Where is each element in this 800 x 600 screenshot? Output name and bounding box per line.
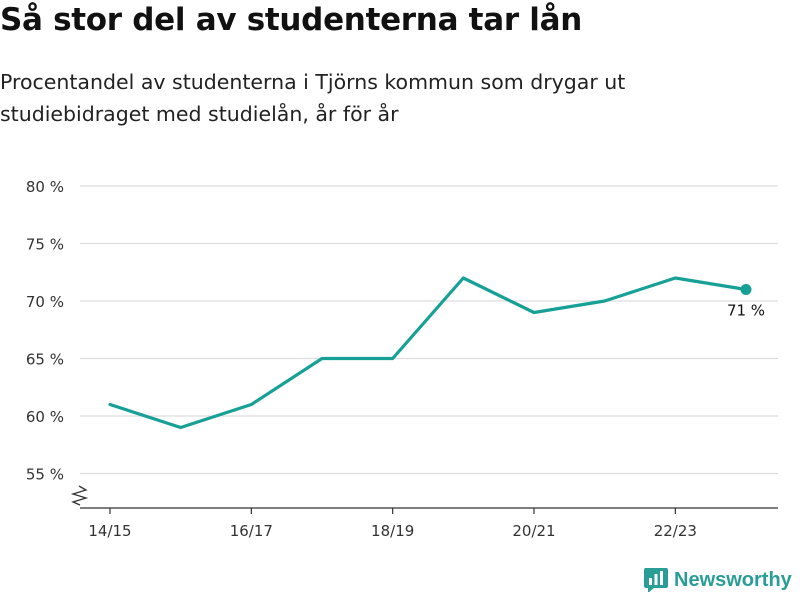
axis-break-icon <box>70 485 89 506</box>
x-tick-label: 18/19 <box>371 522 414 540</box>
y-tick-label: 75 % <box>26 236 64 254</box>
y-tick-label: 65 % <box>26 351 64 369</box>
y-tick-label: 60 % <box>26 408 64 426</box>
x-tick-label: 16/17 <box>230 522 273 540</box>
x-tick-label: 22/23 <box>654 522 697 540</box>
chart-title: Så stor del av studenterna tar lån <box>0 2 583 38</box>
series-line <box>108 276 748 430</box>
x-tick-label: 20/21 <box>512 522 555 540</box>
end-value-label: 71 % <box>727 302 765 320</box>
newsworthy-logo-icon <box>644 568 668 592</box>
x-tick-label: 14/15 <box>88 522 131 540</box>
line-chart: 55 % 60 % 65 % 70 % 75 % 80 % 14/15 16/17 18/19 2… <box>26 178 778 540</box>
data-point-last <box>740 284 752 295</box>
y-tick-label: 70 % <box>26 293 64 311</box>
y-tick-label: 55 % <box>26 466 64 484</box>
brand-name: Newsworthy <box>674 568 792 591</box>
y-tick-label: 80 % <box>26 178 64 196</box>
chart-subtitle: Procentandel av studenterna i Tjörns kom… <box>0 70 626 126</box>
brand-logo: Newsworthy <box>644 568 792 592</box>
